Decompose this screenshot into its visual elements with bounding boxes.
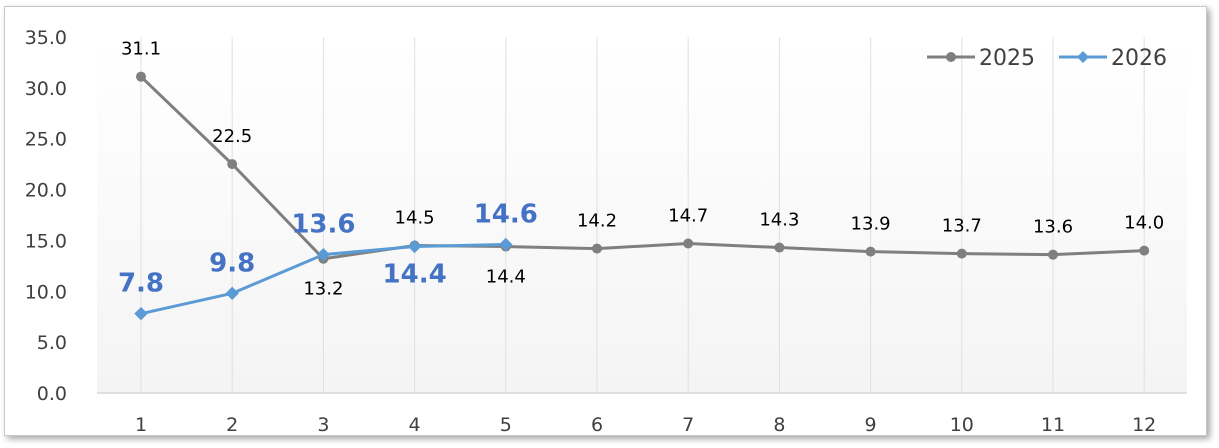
y-tick-label: 20.0 <box>25 180 67 202</box>
x-tick-label: 7 <box>682 414 694 435</box>
legend-label-2025: 2025 <box>979 46 1035 71</box>
data-label-2025: 14.5 <box>395 208 435 229</box>
x-tick-label: 9 <box>865 414 877 435</box>
data-label-2026: 14.4 <box>383 260 447 290</box>
series-2025-point <box>592 243 602 254</box>
series-2025-point <box>1048 249 1058 260</box>
data-label-2025: 13.6 <box>1033 217 1073 238</box>
y-tick-label: 15.0 <box>25 230 67 252</box>
data-label-2025: 22.5 <box>212 126 252 147</box>
y-tick-label: 35.0 <box>25 27 67 49</box>
legend-marker-2026 <box>1077 51 1089 63</box>
y-tick-label: 5.0 <box>37 332 67 354</box>
data-label-2025: 14.4 <box>486 267 526 288</box>
x-tick-label: 8 <box>773 414 785 435</box>
chart-frame: 0.0 5.0 10.0 15.0 20.0 25.0 30.0 35.0 1 2 3 4 5 6 7 8 9 1… <box>4 6 1207 436</box>
data-label-2025: 14.3 <box>759 210 799 231</box>
data-label-2025: 14.2 <box>577 211 617 232</box>
x-tick-label: 2 <box>226 414 238 435</box>
series-2025-point <box>956 248 967 259</box>
data-label-2026: 13.6 <box>291 210 355 240</box>
series-2026-point <box>407 239 422 254</box>
x-tick-label: 5 <box>500 414 512 435</box>
x-tick-label: 4 <box>409 414 421 435</box>
x-tick-label: 12 <box>1132 414 1156 435</box>
y-tick-label: 25.0 <box>25 129 67 151</box>
legend-label-2026: 2026 <box>1111 46 1167 71</box>
data-label-2025: 14.0 <box>1124 213 1164 234</box>
series-2026-point <box>225 286 239 301</box>
series-2025-point <box>774 242 785 253</box>
data-label-2025: 13.2 <box>303 279 343 300</box>
x-tick-label: 3 <box>317 414 329 435</box>
x-tick-label: 11 <box>1041 414 1065 435</box>
series-2025-point <box>1139 245 1150 256</box>
x-tick-label: 1 <box>135 414 147 435</box>
data-label-2025: 13.7 <box>942 216 982 237</box>
series-2025-point <box>865 246 876 257</box>
x-tick-label: 6 <box>591 414 603 435</box>
series-2025-line <box>139 75 1146 261</box>
data-label-2026: 14.6 <box>474 199 538 229</box>
data-label-2025: 31.1 <box>121 39 161 60</box>
data-label-2026: 9.8 <box>209 248 255 278</box>
series-2025-point <box>683 238 694 249</box>
data-label-2025: 13.9 <box>851 214 891 235</box>
data-label-2026: 7.8 <box>118 269 164 299</box>
series-2025-point <box>227 159 238 170</box>
series-2025-point <box>136 71 146 82</box>
series-2026-point <box>499 237 513 252</box>
x-tick-label: 10 <box>950 414 974 435</box>
line-chart: 0.05.010.015.020.025.030.035.01 2 3 4 5 6 7 8 9 1… <box>25 27 1187 435</box>
y-tick-label: 0.0 <box>37 383 67 405</box>
series-2026-point <box>134 306 148 321</box>
data-label-2025: 14.7 <box>668 205 708 226</box>
legend-marker-2025 <box>946 52 956 62</box>
y-tick-label: 10.0 <box>25 281 67 303</box>
series-2026-point <box>316 247 331 262</box>
plot-area <box>97 37 1187 393</box>
y-tick-label: 30.0 <box>25 78 67 100</box>
